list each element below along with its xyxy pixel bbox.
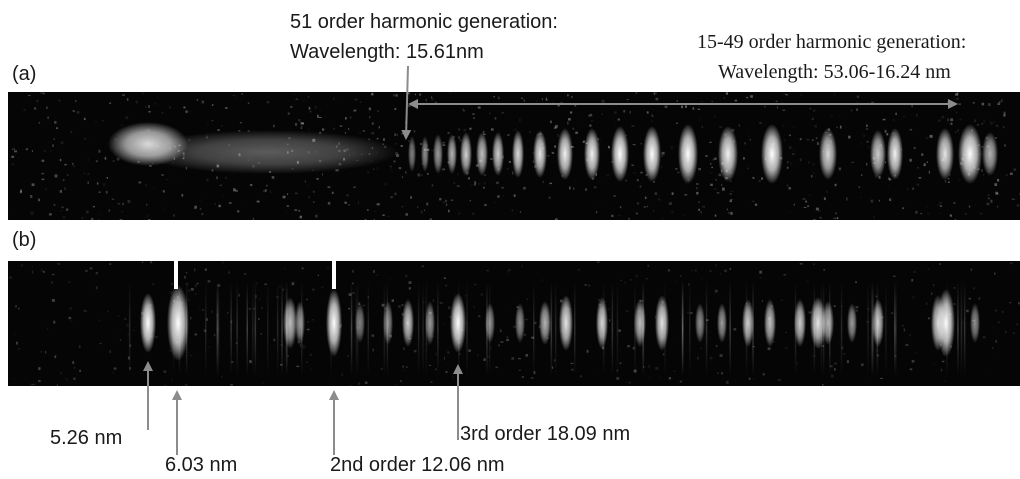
spectrum-a-canvas xyxy=(10,92,1020,220)
annotation-51-order-line1: 51 order harmonic generation: xyxy=(290,11,558,33)
marker-label-2nd-order: 2nd order 12.06 nm xyxy=(330,454,505,476)
marker-label-3rd-order: 3rd order 18.09 nm xyxy=(460,423,631,445)
annotation-range-line2: Wavelength: 53.06-16.24 nm xyxy=(718,61,951,83)
annotation-51-order-line2: Wavelength: 15.61nm xyxy=(290,41,484,63)
panel-a-label: (a) xyxy=(12,63,37,85)
marker-label-5-26: 5.26 nm xyxy=(50,427,123,449)
arrow-51-order xyxy=(401,65,412,140)
spectrum-b-canvas xyxy=(8,261,1020,386)
spectrum-image-a xyxy=(8,92,1020,220)
annotation-range-line1: 15-49 order harmonic generation: xyxy=(697,31,967,53)
marker-label-6-03: 6.03 nm xyxy=(165,454,238,476)
spectrum-image-b xyxy=(8,261,1020,386)
panel-b-label: (b) xyxy=(12,229,37,251)
